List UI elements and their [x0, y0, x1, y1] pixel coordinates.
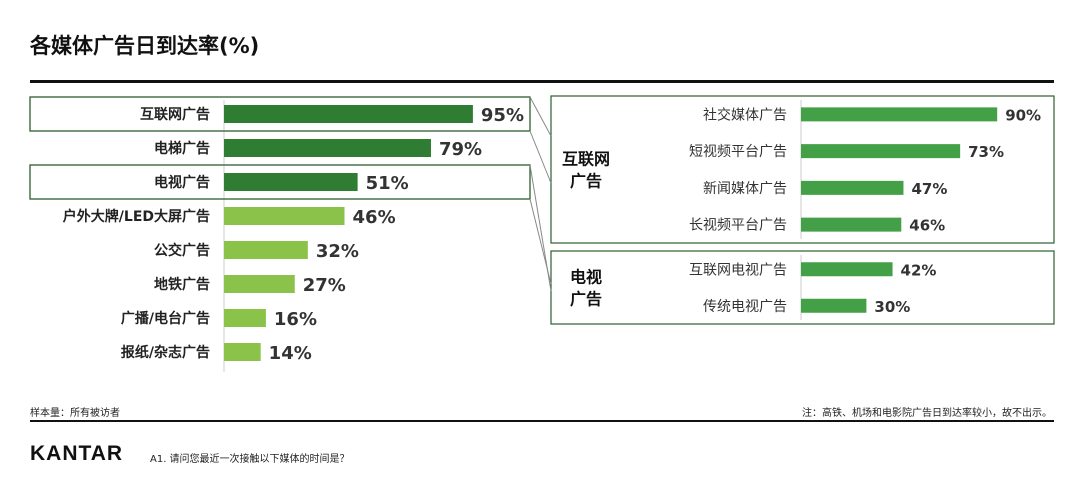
left-bar: [224, 343, 261, 361]
left-bar: [224, 275, 295, 293]
sub-value-label: 90%: [1005, 106, 1041, 124]
left-value-label: 46%: [353, 207, 396, 228]
left-value-label: 32%: [316, 241, 359, 262]
left-value-label: 27%: [303, 275, 346, 296]
sub-category-label: 短视频平台广告: [689, 144, 787, 160]
left-category-label: 地铁广告: [154, 276, 210, 293]
sample-note: 样本量：所有被访者: [30, 408, 120, 419]
sub-group-label: 电视: [570, 268, 602, 287]
survey-question: A1. 请问您最近一次接触以下媒体的时间是？: [150, 454, 350, 465]
left-category-label: 户外大牌/LED大屏广告: [63, 208, 210, 225]
left-value-label: 95%: [481, 105, 524, 126]
left-category-label: 广播/电台广告: [121, 310, 210, 327]
sub-category-label: 社交媒体广告: [703, 106, 787, 123]
left-value-label: 14%: [269, 343, 312, 364]
left-category-label: 报纸/杂志广告: [121, 344, 210, 361]
bottom-rule: [30, 420, 1054, 422]
left-category-label: 电视广告: [154, 174, 210, 191]
sub-group-label: 互联网: [562, 150, 610, 169]
left-category-label: 电梯广告: [154, 140, 210, 157]
sub-value-label: 42%: [901, 261, 937, 279]
left-value-label: 16%: [274, 309, 317, 330]
left-bar: [224, 241, 308, 259]
highlight-box: [29, 164, 531, 200]
sub-value-label: 46%: [909, 217, 945, 235]
left-category-label: 公交广告: [154, 242, 210, 259]
left-value-label: 79%: [439, 139, 482, 160]
sub-bar: [801, 144, 961, 159]
sub-bar: [801, 180, 904, 195]
sub-category-label: 新闻媒体广告: [703, 181, 787, 197]
chart-title: 各媒体广告日到达率(%): [30, 34, 260, 58]
left-bar: [224, 105, 473, 123]
sub-group-label: 广告: [570, 290, 602, 309]
omission-note: 注：高铁、机场和电影院广告日到达率较小，故不出示。: [802, 408, 1052, 419]
left-category-label: 互联网广告: [140, 106, 210, 123]
sub-category-label: 长视频平台广告: [689, 218, 787, 234]
left-value-label: 51%: [366, 173, 409, 194]
sub-bar: [801, 262, 893, 277]
connector-line: [529, 198, 552, 285]
sub-panel-box: [550, 95, 1055, 244]
connector-line: [529, 130, 552, 184]
left-bar: [224, 207, 345, 225]
sub-panel-box: [550, 250, 1055, 325]
sub-group-label: 广告: [570, 172, 602, 191]
left-bar: [224, 139, 431, 157]
sub-value-label: 30%: [874, 298, 910, 316]
sub-value-label: 73%: [968, 143, 1004, 161]
connector-line: [529, 96, 552, 137]
kantar-logo: KANTAR: [30, 442, 124, 465]
sub-bar: [801, 298, 867, 313]
chart-canvas: 互联网广告 95%电梯广告 79%电视广告 51%户外大牌/LED大屏广告 46%公交广…: [29, 95, 1055, 372]
sub-bar: [801, 217, 902, 232]
sub-bar: [801, 107, 998, 122]
top-rule: [30, 80, 1054, 83]
sub-category-label: 互联网电视广告: [689, 262, 787, 278]
highlight-box: [29, 96, 531, 132]
left-bar: [224, 309, 266, 327]
left-bar: [224, 173, 358, 191]
sub-category-label: 传统电视广告: [703, 299, 787, 315]
sub-value-label: 47%: [911, 180, 947, 198]
